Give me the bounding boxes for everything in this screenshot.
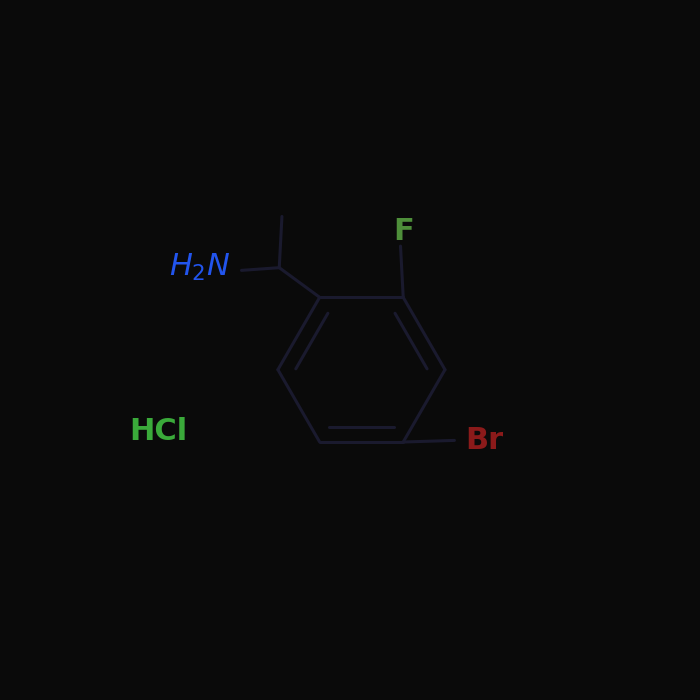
Text: Br: Br <box>466 426 503 455</box>
Text: HCl: HCl <box>130 417 188 446</box>
Text: F: F <box>393 216 414 246</box>
Text: $H_2N$: $H_2N$ <box>169 252 231 284</box>
